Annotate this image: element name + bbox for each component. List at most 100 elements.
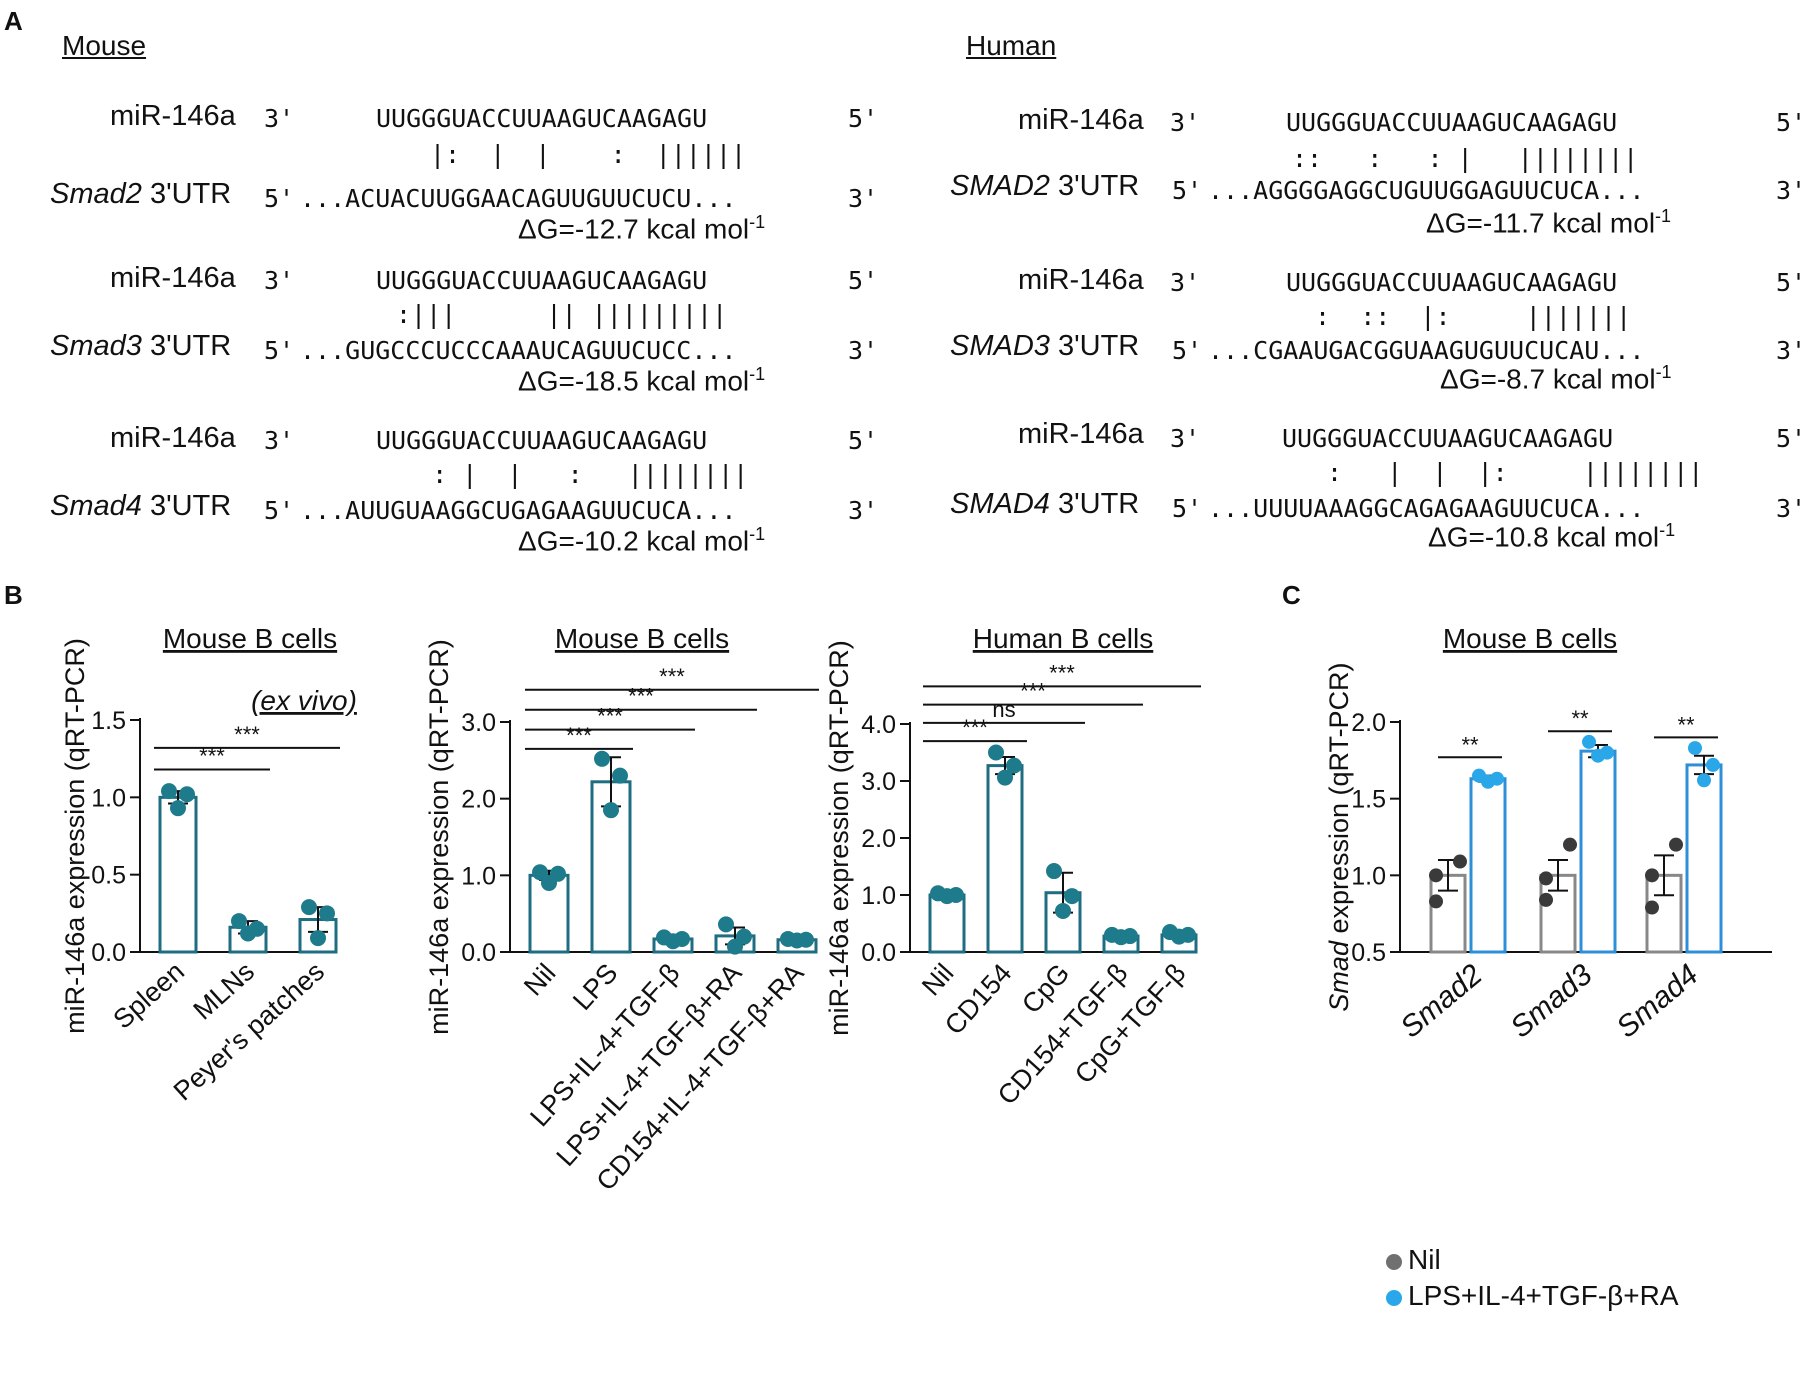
delta-g-value: ΔG=-8.7 kcal mol	[1440, 363, 1656, 395]
delta-g-value: ΔG=-11.7 kcal mol	[1426, 207, 1656, 239]
data-point	[161, 783, 177, 800]
y-axis-label: miR-146a expression (qRT-PCR)	[824, 640, 854, 1036]
mirna-name: miR-146a	[110, 262, 236, 294]
data-point	[1429, 868, 1443, 883]
mirna-5prime: 5'	[1776, 108, 1807, 137]
utr-gene: SMAD2	[950, 170, 1050, 202]
significance-label: ***	[628, 684, 654, 709]
data-point	[240, 925, 256, 942]
utr-sequence: ...CGAAUGACGGUAAGUGUUCUCAU...	[1208, 336, 1645, 365]
pairing-pattern: |: | | : ||||||	[430, 140, 747, 169]
data-point	[1706, 757, 1720, 772]
delta-g: ΔG=-11.7 kcal mol-1	[1426, 206, 1671, 239]
y-tick-label: 1.0	[861, 882, 896, 910]
mirna-name: miR-146a	[110, 422, 236, 454]
legend-swatch	[1386, 1289, 1402, 1306]
utr-3prime: 3'	[1776, 494, 1807, 523]
legend-label: Nil	[1408, 1244, 1441, 1275]
utr-label: Smad2 3'UTR	[50, 178, 231, 211]
y-tick-label: 1.0	[461, 862, 496, 890]
y-axis-label: miR-146a expression (qRT-PCR)	[424, 639, 454, 1035]
pairing-pattern: : | | : ||||||||	[402, 460, 749, 489]
mirna-name: miR-146a	[110, 100, 236, 132]
data-point	[1539, 892, 1553, 907]
mirna-sequence: UUGGGUACCUUAAGUCAAGAGU	[1282, 424, 1614, 453]
human-title: Human	[966, 30, 1057, 61]
mirna-3prime: 3'	[1170, 424, 1201, 453]
data-point	[997, 769, 1013, 786]
chart-mouse-ex-vivo: Mouse B cells (ex vivo) 0.0 0.5 1.0 1.5miR-14…	[60, 623, 357, 1106]
utr-sequence: ...AGGGGAGGCUGUUGGAGUUCUCA...	[1208, 176, 1645, 205]
legend-item-treated: LPS+IL-4+TGF-β+RA	[1386, 1280, 1679, 1312]
significance-label: ***	[659, 664, 685, 689]
utr-gene: Smad4	[50, 490, 142, 522]
delta-g: ΔG=-10.8 kcal mol-1	[1428, 520, 1675, 553]
delta-g-exponent: -1	[749, 364, 766, 384]
data-point	[179, 786, 195, 803]
utr-gene: SMAD3	[950, 330, 1050, 362]
mirna-sequence: UUGGGUACCUUAAGUCAAGAGU	[376, 426, 708, 455]
utr-label: SMAD4 3'UTR	[950, 488, 1139, 521]
panel-label-b: B	[4, 580, 23, 610]
y-axis-label: Smad expression (qRT-PCR)	[1324, 662, 1354, 1011]
utr-3prime: 3'	[848, 496, 879, 525]
data-point	[789, 932, 805, 949]
chart-subtitle: (ex vivo)	[251, 685, 357, 716]
utr-label: Smad4 3'UTR	[50, 490, 231, 523]
mirna-5prime: 5'	[848, 104, 879, 133]
data-point	[1645, 900, 1659, 915]
utr-sequence: ...GUGCCCUCCCAAAUCAGUUCUCC...	[300, 336, 737, 365]
data-point	[594, 750, 610, 767]
significance-label: ***	[962, 715, 988, 740]
utr-suffix: 3'UTR	[141, 490, 232, 522]
delta-g-value: ΔG=-18.5 kcal mol	[518, 365, 750, 397]
x-tick-label: Smad4	[1610, 958, 1704, 1044]
data-point	[319, 905, 335, 922]
panel-label-c: C	[1282, 580, 1301, 610]
mirna-sequence: UUGGGUACCUUAAGUCAAGAGU	[1286, 268, 1618, 297]
y-tick-label: 0.0	[461, 939, 496, 967]
significance-label: ***	[1020, 679, 1046, 704]
significance-label: ***	[1049, 660, 1075, 685]
delta-g-value: ΔG=-10.2 kcal mol	[518, 525, 750, 557]
utr-5prime: 5'	[264, 336, 295, 365]
delta-g: ΔG=-10.2 kcal mol-1	[518, 524, 765, 557]
data-point	[988, 744, 1004, 761]
significance-label: ns	[992, 697, 1015, 722]
data-point	[665, 933, 681, 950]
y-axis-label: miR-146a expression (qRT-PCR)	[60, 638, 90, 1034]
utr-suffix: 3'UTR	[141, 330, 232, 362]
significance-label: ***	[597, 704, 623, 729]
data-point	[1453, 854, 1467, 869]
pairing-pattern: :||| || |||||||||	[396, 300, 728, 329]
utr-suffix: 3'UTR	[1049, 170, 1140, 202]
mirna-3prime: 3'	[1170, 108, 1201, 137]
data-point	[1539, 871, 1553, 886]
y-tick-label: 4.0	[861, 711, 896, 739]
utr-3prime: 3'	[1776, 176, 1807, 205]
utr-5prime: 5'	[1172, 176, 1203, 205]
mirna-5prime: 5'	[848, 426, 879, 455]
data-point	[1645, 868, 1659, 883]
data-point	[718, 916, 734, 933]
utr-3prime: 3'	[848, 184, 879, 213]
utr-3prime: 3'	[1776, 336, 1807, 365]
y-tick-label: 2.0	[461, 786, 496, 814]
data-point	[231, 913, 247, 930]
x-tick-label: Smad2	[1394, 958, 1488, 1045]
utr-label: SMAD3 3'UTR	[950, 330, 1139, 363]
utr-suffix: 3'UTR	[1049, 488, 1140, 520]
x-tick-label: LPS	[567, 958, 623, 1016]
data-point	[1669, 837, 1683, 852]
utr-gene: Smad3	[50, 330, 142, 362]
y-tick-label: 0.0	[91, 939, 126, 967]
utr-suffix: 3'UTR	[141, 178, 232, 210]
chart-title: Mouse B cells	[555, 623, 729, 654]
delta-g-exponent: -1	[749, 212, 766, 232]
utr-sequence: ...UUUUAAAGGCAGAGAAGUUCUCA...	[1208, 494, 1645, 523]
bar	[1469, 777, 1507, 954]
data-point	[1429, 894, 1443, 909]
mirna-5prime: 5'	[1776, 268, 1807, 297]
